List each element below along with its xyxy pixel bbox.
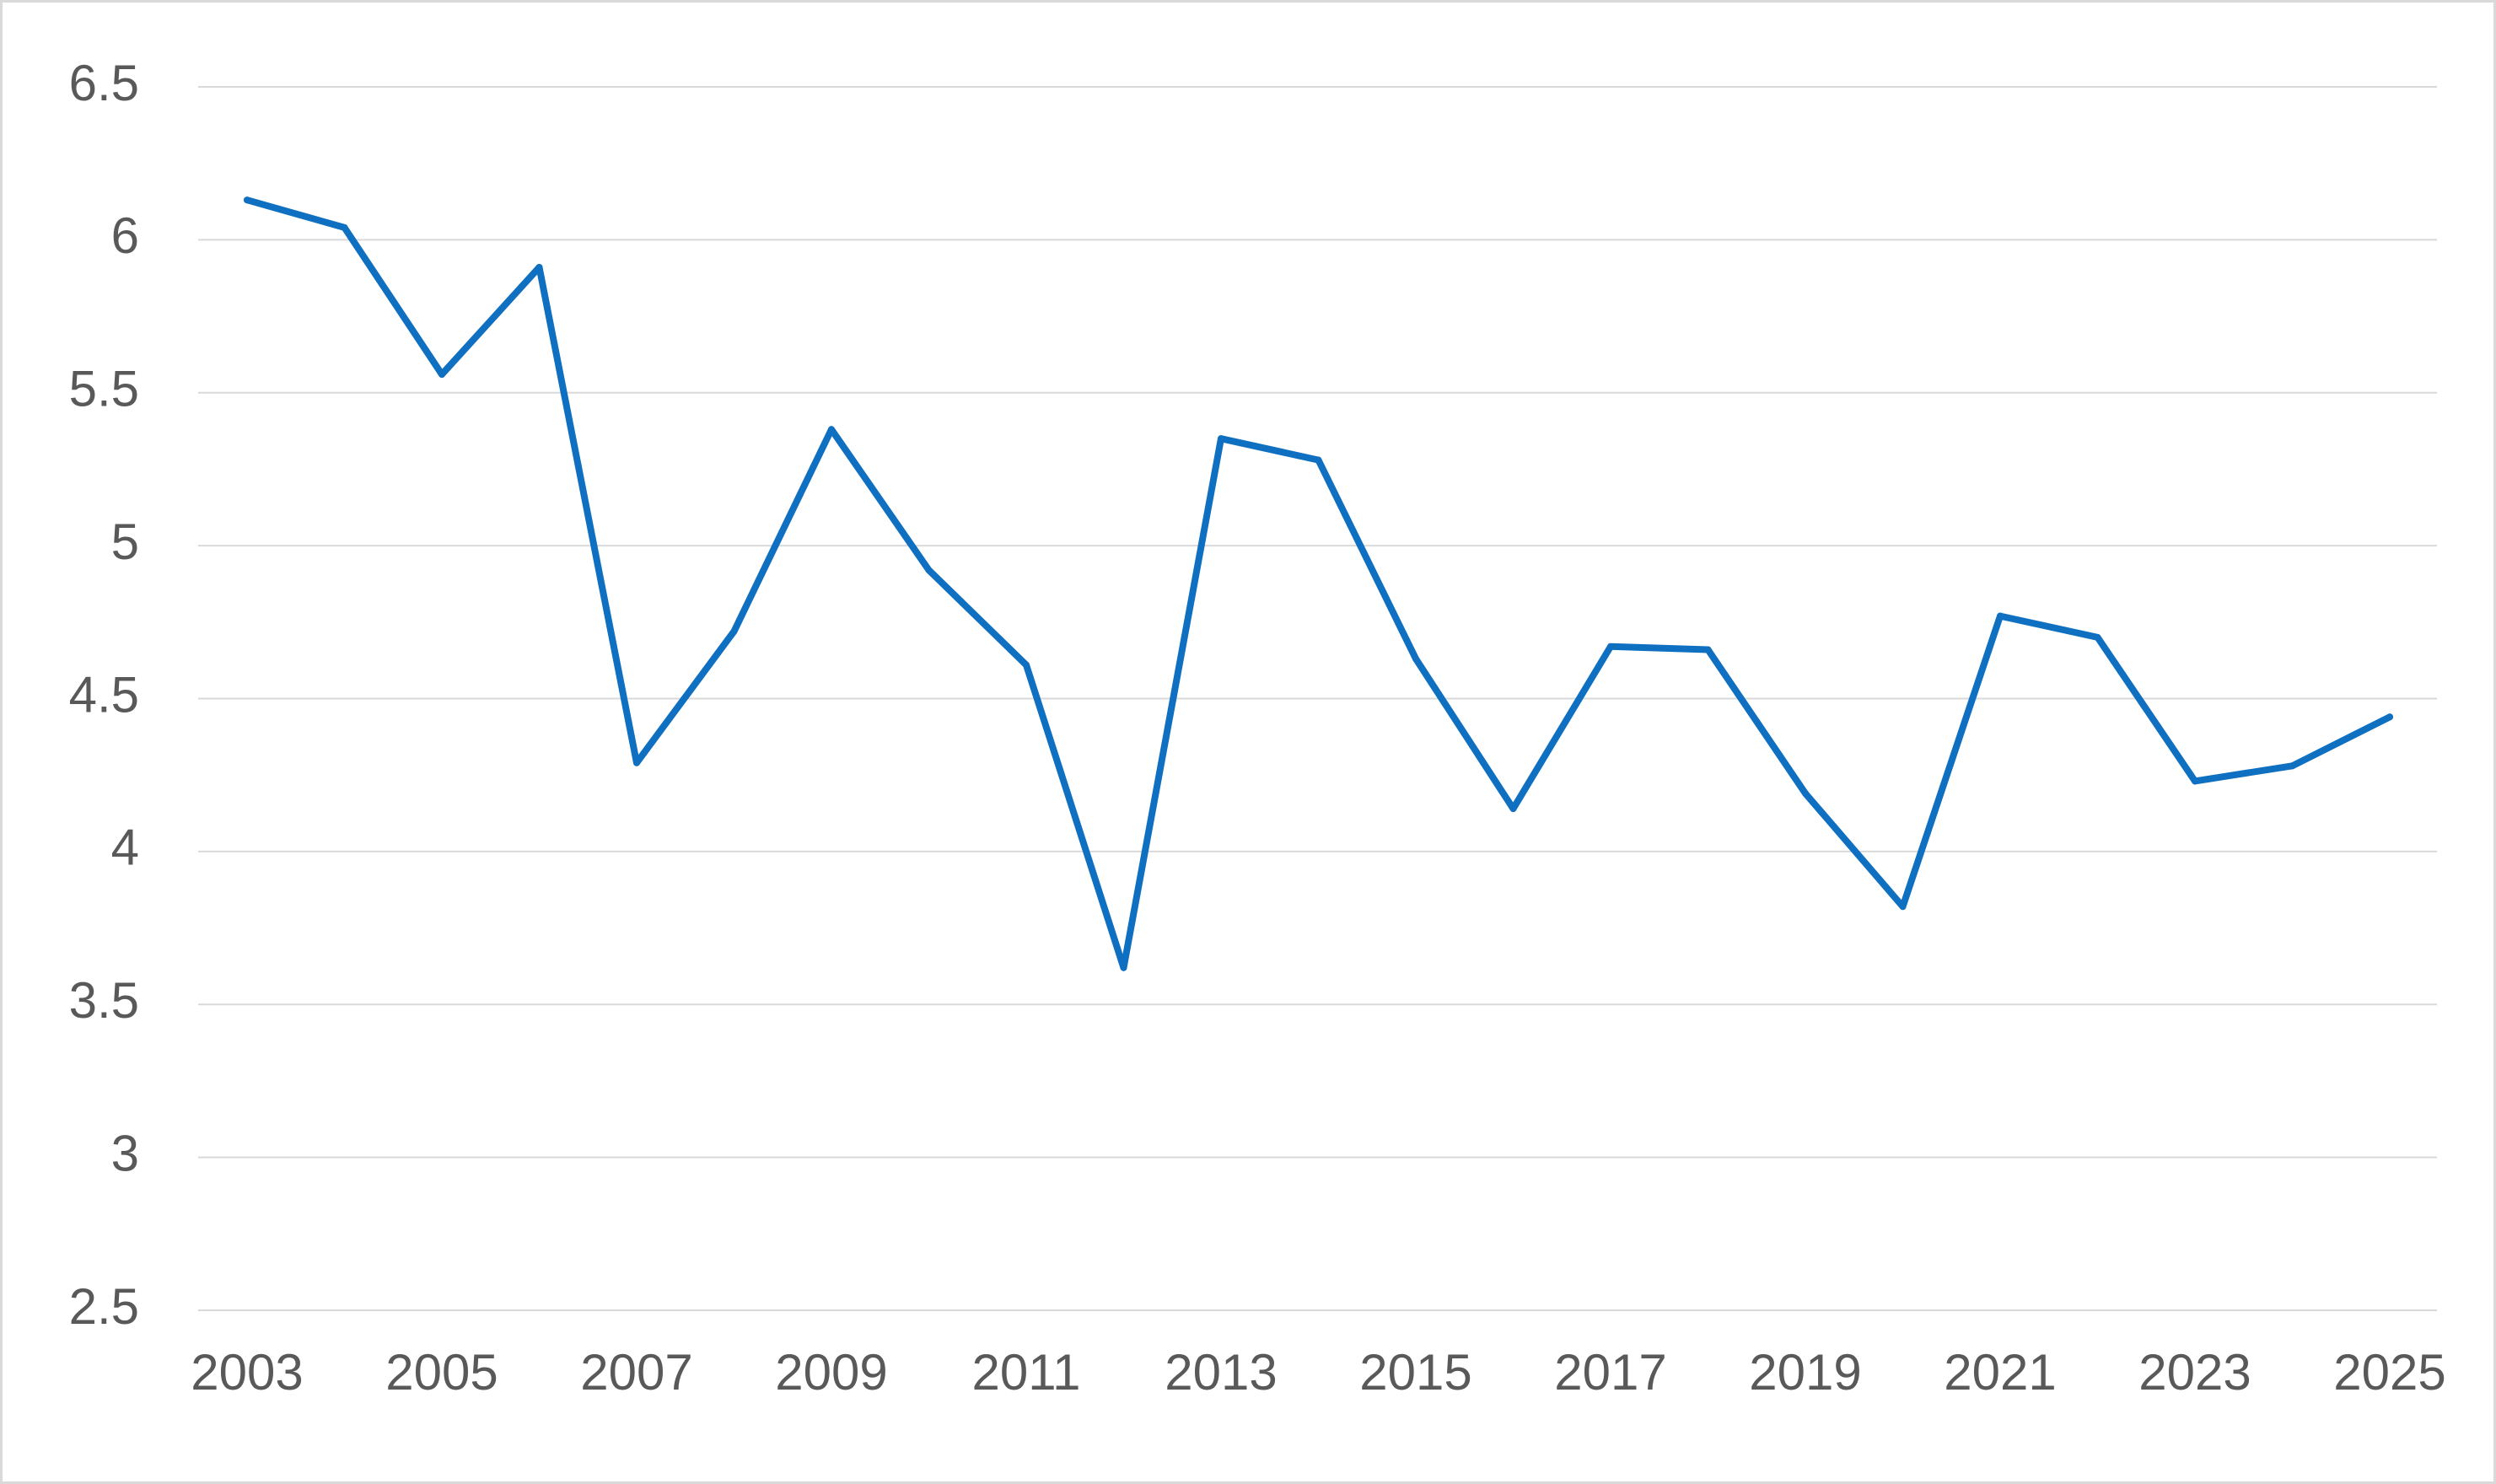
- series-layer: [244, 196, 2393, 971]
- x-tick-label: 2013: [1165, 1344, 1277, 1401]
- data-point: [341, 223, 348, 231]
- data-point: [1704, 646, 1712, 653]
- data-point: [633, 759, 640, 766]
- x-tick-label: 2025: [2333, 1344, 2445, 1401]
- y-tick-label: 5: [111, 513, 139, 570]
- data-point: [535, 264, 543, 272]
- data-point: [1509, 805, 1517, 813]
- y-tick-label: 3.5: [69, 972, 139, 1029]
- data-point: [1315, 456, 1322, 464]
- y-tick-label: 6.5: [69, 55, 139, 111]
- data-point: [1120, 964, 1127, 971]
- data-point: [1218, 435, 1224, 443]
- y-tick-label: 5.5: [69, 361, 139, 417]
- data-point: [1899, 903, 1907, 911]
- data-point: [2094, 633, 2101, 641]
- x-tick-label: 2009: [775, 1344, 887, 1401]
- data-point: [2192, 777, 2198, 785]
- x-tick-label: 2015: [1359, 1344, 1471, 1401]
- gridlines: [198, 86, 2437, 1311]
- x-tick-label: 2023: [2138, 1344, 2251, 1401]
- y-tick-label: 6: [111, 207, 139, 264]
- x-tick-label: 2007: [580, 1344, 692, 1401]
- x-axis-tick-labels: 2003 2005 2007 2009 2011 2013 2015 2017 2019 2021…: [191, 1344, 2445, 1401]
- data-point: [1607, 643, 1614, 650]
- data-point: [1023, 661, 1030, 669]
- data-point: [1412, 655, 1419, 663]
- y-tick-label: 4.5: [69, 666, 139, 723]
- data-point: [2386, 713, 2393, 721]
- x-tick-label: 2005: [385, 1344, 498, 1401]
- y-tick-label: 2.5: [69, 1278, 139, 1335]
- y-tick-label: 3: [111, 1125, 139, 1181]
- x-tick-label: 2003: [191, 1344, 303, 1401]
- x-tick-label: 2019: [1749, 1344, 1861, 1401]
- data-point: [828, 426, 835, 433]
- data-point: [244, 196, 250, 204]
- series-line-0: [244, 196, 2393, 971]
- y-tick-label: 4: [111, 820, 139, 876]
- data-point: [730, 627, 738, 635]
- data-point: [1802, 789, 1809, 797]
- x-tick-label: 2011: [971, 1344, 1080, 1401]
- data-point: [438, 370, 445, 378]
- y-axis-tick-labels: 2.5 3 3.5 4 4.5 5 5.5 6 6.5: [69, 55, 139, 1335]
- data-point: [925, 567, 933, 574]
- data-point: [1997, 612, 2004, 620]
- data-point: [2289, 762, 2296, 770]
- x-tick-label: 2017: [1554, 1344, 1666, 1401]
- x-tick-label: 2021: [1944, 1344, 2056, 1401]
